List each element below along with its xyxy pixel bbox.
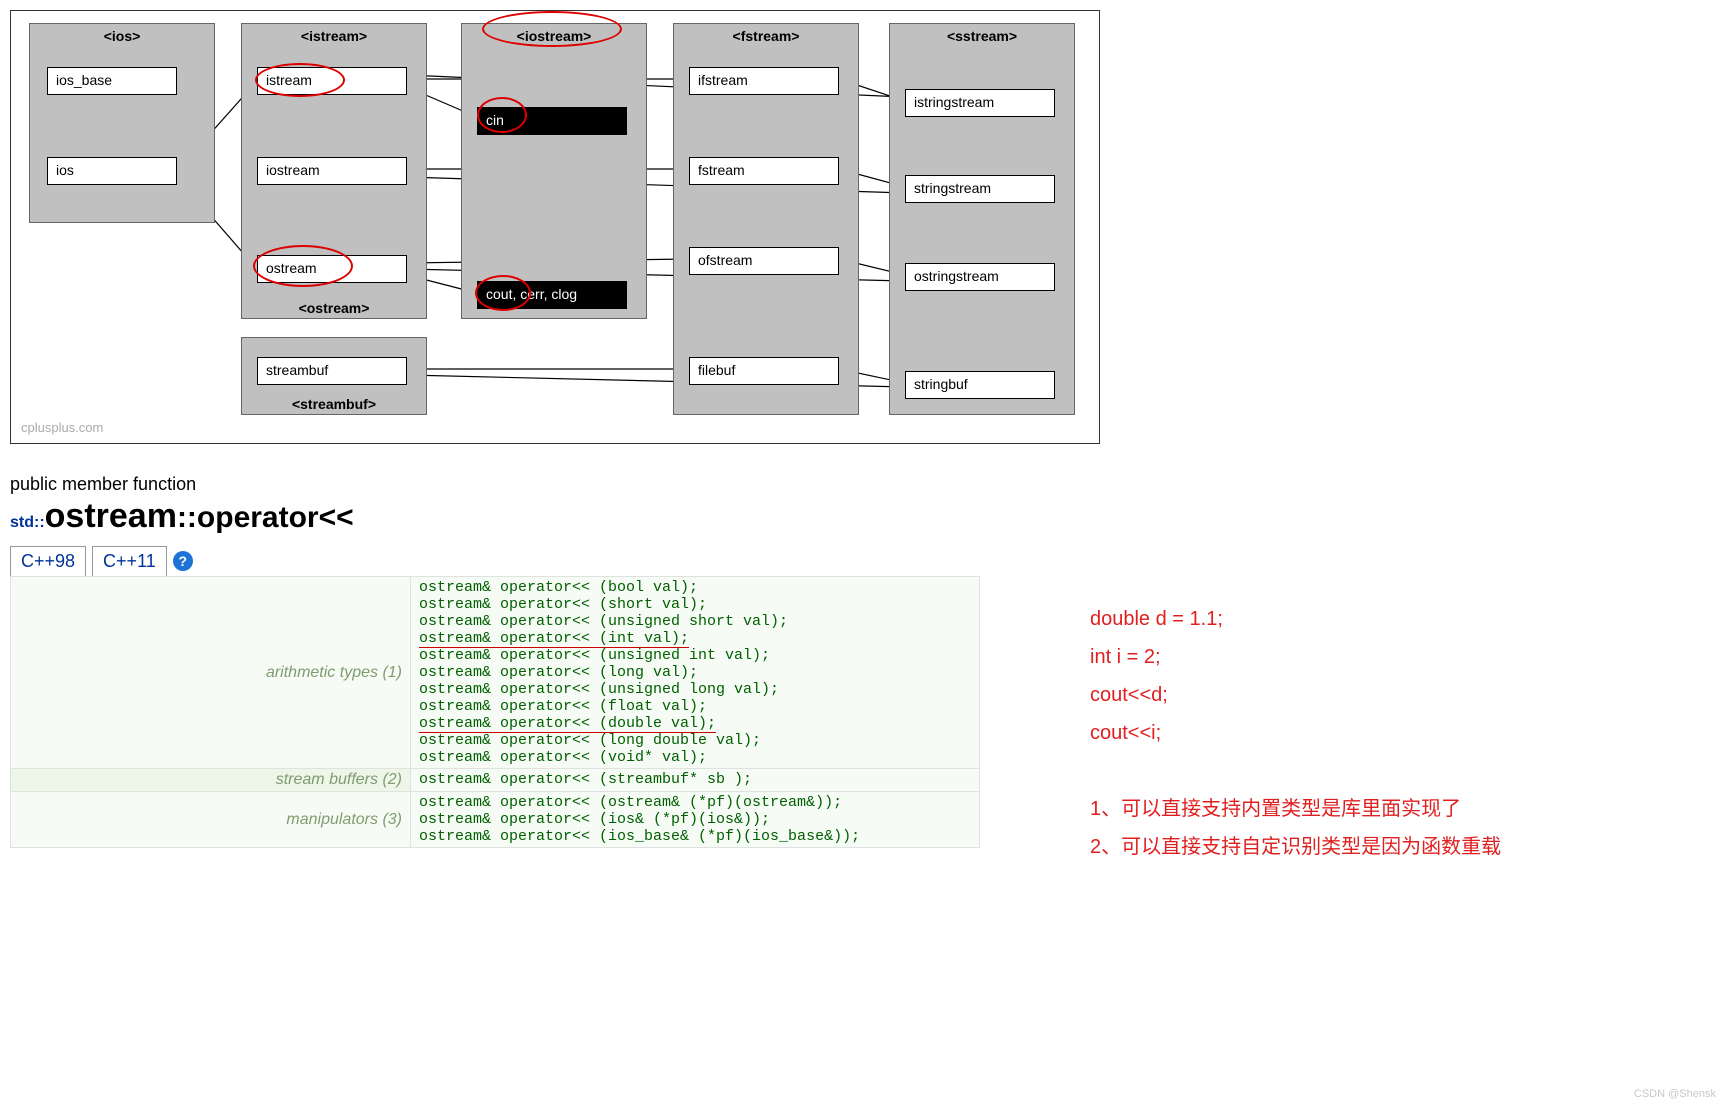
- group-iostream: <iostream>: [461, 23, 647, 319]
- std-prefix: std::: [10, 514, 45, 531]
- stream-hierarchy-diagram: cplusplus.com <ios> <istream> <ostream> <io…: [10, 10, 1100, 444]
- group-ios: <ios>: [29, 23, 215, 223]
- tab-cpp98[interactable]: C++98: [10, 546, 86, 576]
- cplusplus-watermark: cplusplus.com: [21, 420, 103, 435]
- class-name: ostream: [45, 497, 177, 535]
- node-strstr: stringstream: [905, 175, 1055, 203]
- node-cin: cin: [477, 107, 627, 135]
- node-streambuf: streambuf: [257, 357, 407, 385]
- group-title-sstream: <sstream>: [890, 24, 1074, 48]
- node-ios: ios: [47, 157, 177, 185]
- node-ostrstr: ostringstream: [905, 263, 1055, 291]
- node-ofstream: ofstream: [689, 247, 839, 275]
- signature-table: arithmetic types (1) ostream& operator<<…: [10, 576, 980, 848]
- group-title-istream: <istream>: [242, 24, 426, 48]
- signatures-arithmetic: ostream& operator<< (bool val); ostream&…: [411, 577, 980, 769]
- node-fstream: fstream: [689, 157, 839, 185]
- example-line-1: double d = 1.1;: [1090, 600, 1501, 638]
- node-cout: cout, cerr, clog: [477, 281, 627, 309]
- group-label-streambuf: stream buffers (2): [11, 769, 411, 792]
- node-istrstr: istringstream: [905, 89, 1055, 117]
- note-2: 2、可以直接支持自定识别类型是因为函数重载: [1090, 828, 1501, 866]
- example-line-2: int i = 2;: [1090, 638, 1501, 676]
- page-watermark: CSDN @Shensk: [1634, 1088, 1716, 1100]
- group-title-iostream: <iostream>: [462, 24, 646, 48]
- group-title-ios: <ios>: [30, 24, 214, 48]
- node-filebuf: filebuf: [689, 357, 839, 385]
- title: std::ostream::operator<<: [10, 497, 1714, 536]
- tab-cpp11[interactable]: C++11: [92, 546, 167, 576]
- version-tabs: C++98 C++11 ?: [10, 546, 1714, 576]
- node-istream: istream: [257, 67, 407, 95]
- group-title-bottom-istream: <ostream>: [242, 300, 426, 316]
- signatures-streambuf: ostream& operator<< (streambuf* sb );: [411, 769, 980, 792]
- group-label-manipulators: manipulators (3): [11, 792, 411, 848]
- node-ifstream: ifstream: [689, 67, 839, 95]
- group-title-streambuf: <streambuf>: [242, 396, 426, 412]
- signatures-manipulators: ostream& operator<< (ostream& (*pf)(ostr…: [411, 792, 980, 848]
- operator-suffix: ::operator<<: [177, 501, 354, 534]
- node-ios_base: ios_base: [47, 67, 177, 95]
- node-iostream: iostream: [257, 157, 407, 185]
- example-line-3: cout<<d;: [1090, 676, 1501, 714]
- member-function-label: public member function: [10, 474, 1714, 495]
- group-label-arithmetic: arithmetic types (1): [11, 577, 411, 769]
- example-line-4: cout<<i;: [1090, 714, 1501, 752]
- node-ostream: ostream: [257, 255, 407, 283]
- side-annotations: double d = 1.1; int i = 2; cout<<d; cout…: [1090, 600, 1501, 866]
- help-icon[interactable]: ?: [173, 551, 193, 571]
- note-1: 1、可以直接支持内置类型是库里面实现了: [1090, 790, 1501, 828]
- node-strbuf: stringbuf: [905, 371, 1055, 399]
- group-sstream: <sstream>: [889, 23, 1075, 415]
- group-title-fstream: <fstream>: [674, 24, 858, 48]
